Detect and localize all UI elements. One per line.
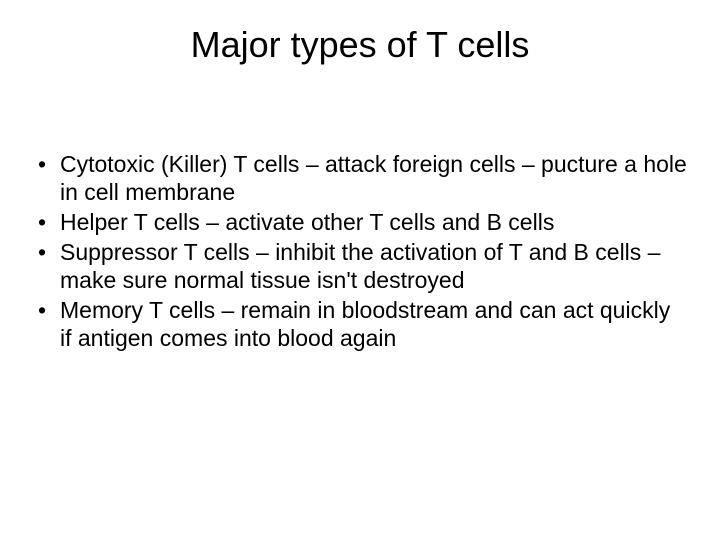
list-item: Suppressor T cells – inhibit the activat… (36, 238, 688, 294)
slide: Major types of T cells Cytotoxic (Killer… (0, 0, 720, 540)
slide-title: Major types of T cells (32, 24, 688, 66)
list-item: Cytotoxic (Killer) T cells – attack fore… (36, 150, 688, 206)
list-item: Helper T cells – activate other T cells … (36, 208, 688, 236)
list-item: Memory T cells – remain in bloodstream a… (36, 296, 688, 352)
bullet-list: Cytotoxic (Killer) T cells – attack fore… (32, 150, 688, 352)
